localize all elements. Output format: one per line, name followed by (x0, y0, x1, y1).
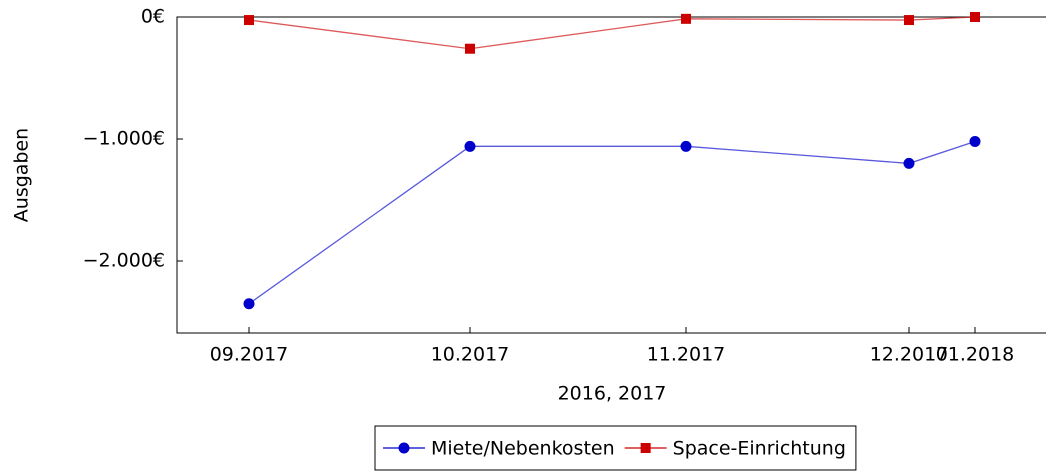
data-point (970, 12, 980, 22)
legend-label: Miete/Nebenkosten (431, 438, 615, 460)
y-axis-label: Ausgaben (11, 128, 33, 222)
data-point (903, 157, 915, 169)
data-point (681, 13, 691, 24)
data-point (244, 15, 254, 26)
y-tick-label: −1.000€ (83, 128, 165, 150)
legend-box (374, 425, 857, 471)
legend-marker (640, 443, 651, 453)
plot-frame (176, 16, 1046, 334)
series-line (248, 16, 976, 50)
legend-marker (398, 442, 410, 454)
data-point (465, 43, 475, 54)
x-tick-label: 12.2017 (870, 344, 949, 366)
y-tick-label: −2.000€ (83, 250, 165, 272)
legend: Miete/Nebenkosten Space-Einrichtung (374, 425, 857, 471)
data-point (904, 15, 914, 26)
x-tick-label: 09.2017 (210, 344, 289, 366)
x-tick-label: 10.2017 (431, 344, 510, 366)
x-tick-label: 11.2017 (647, 344, 726, 366)
x-tick-label: 01.2018 (936, 344, 1015, 366)
x-axis-label: 2016, 2017 (558, 383, 667, 405)
data-point (243, 298, 255, 310)
data-point (680, 140, 692, 152)
data-point (969, 135, 981, 147)
y-tick-label: 0€ (141, 6, 165, 28)
legend-label: Space-Einrichtung (673, 438, 846, 460)
data-point (464, 140, 476, 152)
series-line (248, 140, 976, 305)
